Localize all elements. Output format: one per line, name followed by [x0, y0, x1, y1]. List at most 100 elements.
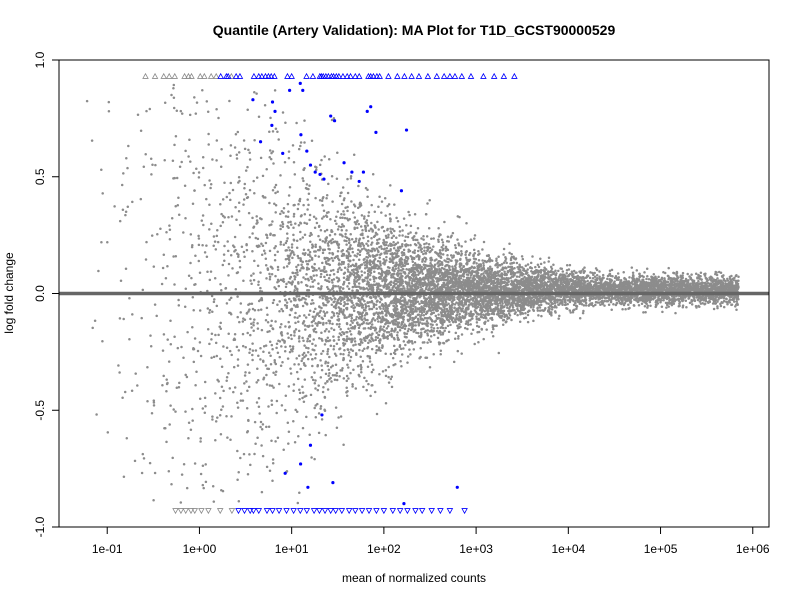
gene-point [286, 215, 290, 218]
gene-point [207, 132, 210, 136]
gene-point [141, 288, 145, 292]
gene-point [246, 165, 249, 169]
gene-point [215, 139, 219, 142]
gene-point [326, 361, 330, 365]
gene-point [285, 306, 289, 309]
gene-point [219, 165, 223, 168]
gene-point [335, 177, 339, 180]
gene-point [195, 167, 198, 171]
gene-point [289, 333, 293, 337]
gene-point [267, 351, 271, 354]
gene-point [225, 415, 228, 418]
gene-point [352, 268, 356, 271]
gene-point [526, 268, 529, 271]
gene-point [261, 454, 265, 458]
gene-point [314, 254, 317, 258]
gene-point [162, 253, 166, 256]
gene-point [387, 381, 391, 384]
gene-point [526, 310, 530, 314]
gene-point [571, 310, 575, 314]
gene-point [334, 363, 338, 366]
gene-point [199, 437, 202, 440]
gene-point [330, 380, 333, 383]
gene-point [274, 244, 277, 248]
gene-point [198, 397, 202, 400]
gene-point [362, 294, 365, 298]
gene-point [261, 174, 265, 178]
gene-point [153, 471, 157, 475]
gene-point [447, 338, 450, 342]
gene-point [307, 203, 310, 207]
gene-point [324, 372, 328, 376]
gene-point [292, 420, 295, 423]
gene-point [300, 263, 303, 267]
gene-point [228, 191, 231, 195]
gene-point [734, 305, 737, 308]
gene-point [333, 219, 337, 223]
gene-point [298, 340, 301, 343]
gene-point [566, 275, 570, 278]
gene-point [301, 236, 305, 239]
gene-point [318, 336, 321, 340]
gene-point [240, 245, 244, 249]
gene-point [490, 330, 494, 334]
gene-point [409, 243, 412, 247]
gene-point [201, 483, 205, 487]
gene-point [227, 274, 230, 277]
gene-point [646, 306, 649, 309]
gene-point [191, 202, 195, 206]
gene-point [646, 274, 649, 278]
gene-point [284, 394, 288, 397]
gene-point [616, 272, 620, 275]
gene-point [377, 320, 380, 323]
gene-point [209, 270, 213, 273]
gene-point [441, 241, 445, 244]
gene-point [396, 331, 399, 334]
gene-point [246, 363, 250, 366]
gene-point [667, 266, 670, 270]
gene-point [294, 311, 297, 315]
gene-point [281, 111, 285, 114]
gene-point [380, 318, 383, 321]
gene-point [575, 307, 578, 310]
gene-point [340, 213, 343, 216]
gene-point [327, 244, 330, 247]
gene-point [339, 299, 343, 303]
gene-point [228, 298, 231, 301]
gene-point [242, 203, 245, 206]
gene-point [251, 358, 254, 362]
gene-point [149, 334, 152, 337]
gene-point [239, 392, 243, 395]
gene-point [219, 327, 223, 330]
gene-point [258, 412, 261, 415]
gene-point [378, 341, 381, 345]
gene-point [370, 370, 374, 374]
gene-point [347, 251, 350, 254]
gene-point [326, 364, 330, 368]
gene-point [353, 306, 357, 309]
gene-point [328, 233, 332, 237]
gene-point [326, 336, 330, 339]
gene-point [313, 226, 317, 230]
gene-point [325, 193, 329, 197]
gene-point [404, 343, 407, 347]
gene-point [332, 328, 336, 332]
gene-point [366, 272, 370, 276]
gene-point [356, 252, 359, 256]
gene-point [243, 182, 247, 186]
gene-point [326, 347, 330, 351]
gene-point [606, 277, 609, 281]
gene-point [219, 433, 223, 436]
gene-point [375, 412, 379, 416]
gene-point [447, 302, 450, 305]
gene-point [126, 166, 129, 170]
gene-point [537, 314, 540, 317]
gene-point [353, 254, 357, 257]
gene-point [381, 370, 385, 373]
gene-point [531, 255, 534, 258]
gene-point [340, 229, 344, 232]
gene-point [288, 345, 292, 348]
gene-point [289, 300, 293, 303]
gene-point [591, 271, 594, 275]
gene-point [330, 303, 334, 306]
